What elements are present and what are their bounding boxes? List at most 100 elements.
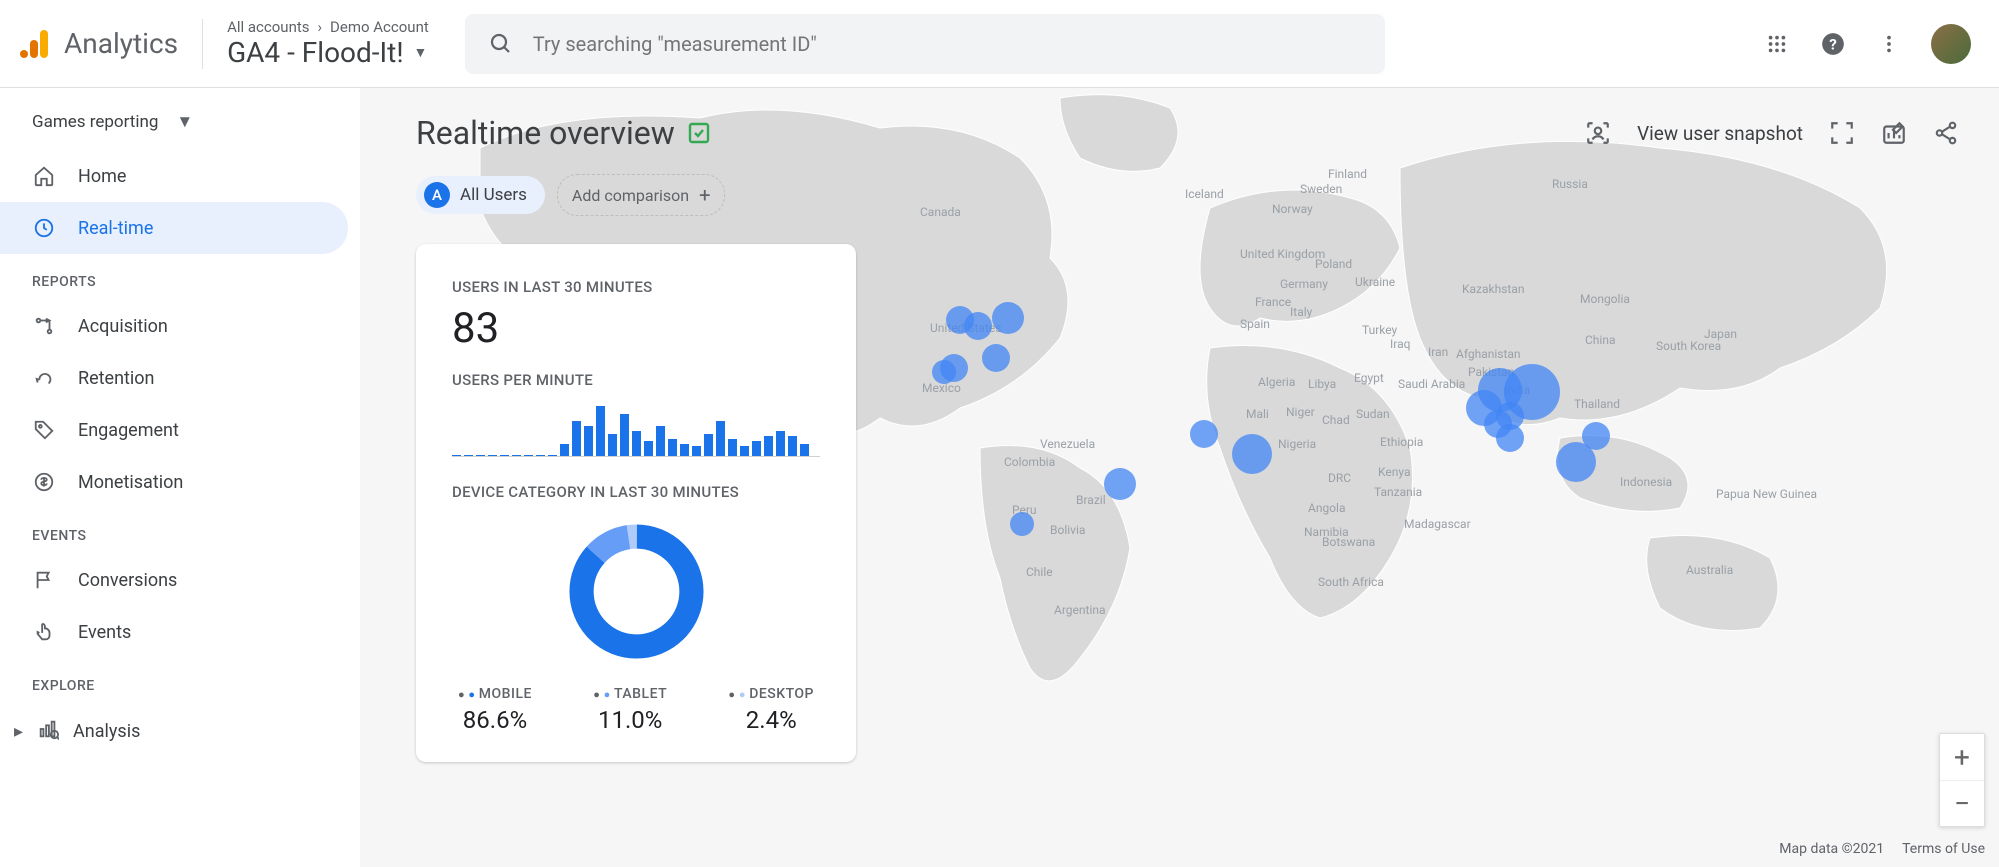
map-attribution: Map data ©2021 Terms of Use [1779, 841, 1985, 857]
svg-text:Afghanistan: Afghanistan [1456, 347, 1521, 361]
users-per-minute-chart [452, 403, 820, 457]
help-icon[interactable]: ? [1819, 30, 1847, 58]
property-selector[interactable]: All accounts › Demo Account GA4 - Flood-… [227, 18, 429, 69]
breadcrumb-root: All accounts [227, 18, 309, 36]
user-location-dot[interactable] [1010, 512, 1034, 536]
svg-text:Turkey: Turkey [1362, 323, 1398, 337]
sidebar-item-engagement[interactable]: Engagement [0, 404, 348, 456]
user-location-dot[interactable] [1232, 434, 1272, 474]
user-location-dot[interactable] [1190, 420, 1218, 448]
svg-text:Finland: Finland [1328, 167, 1367, 181]
sidebar-item-label: Engagement [78, 420, 179, 441]
bar [560, 444, 569, 457]
chip-label: All Users [460, 185, 527, 205]
report-selector-label: Games reporting [32, 112, 158, 132]
add-comparison-button[interactable]: Add comparison + [557, 174, 726, 216]
search-input[interactable] [533, 32, 1361, 56]
svg-text:South Korea: South Korea [1656, 339, 1721, 353]
user-location-dot[interactable] [1556, 442, 1596, 482]
report-selector[interactable]: Games reporting ▼ [0, 112, 360, 150]
sidebar-item-monetisation[interactable]: Monetisation [0, 456, 348, 508]
svg-text:Madagascar: Madagascar [1404, 517, 1471, 531]
logo-block[interactable]: Analytics [20, 27, 178, 60]
page-actions: View user snapshot [1585, 120, 1959, 146]
svg-text:Spain: Spain [1240, 317, 1270, 331]
main-content: IcelandNorwaySwedenFinlandUnited Kingdom… [360, 88, 1999, 867]
svg-text:South Africa: South Africa [1318, 575, 1384, 589]
svg-text:Saudi Arabia: Saudi Arabia [1398, 377, 1465, 391]
sidebar-item-label: Real-time [78, 218, 153, 239]
svg-text:Indonesia: Indonesia [1620, 475, 1672, 489]
sidebar-item-events[interactable]: Events [0, 606, 348, 658]
view-snapshot-link[interactable]: View user snapshot [1637, 122, 1803, 145]
property-name: GA4 - Flood-It! ▼ [227, 36, 429, 69]
svg-text:Venezuela: Venezuela [1040, 437, 1095, 451]
more-icon[interactable] [1875, 30, 1903, 58]
bar [584, 426, 593, 456]
chip-all-users[interactable]: A All Users [416, 176, 545, 214]
device-name: ● MOBILE [458, 686, 532, 702]
user-location-dot[interactable] [982, 344, 1010, 372]
svg-text:Brazil: Brazil [1076, 493, 1106, 507]
sidebar: Games reporting ▼ Home Real-time REPORTS… [0, 88, 360, 867]
attribution-text: Map data ©2021 [1779, 841, 1884, 857]
svg-text:United Kingdom: United Kingdom [1240, 247, 1325, 261]
svg-text:Chile: Chile [1026, 565, 1053, 579]
zoom-out-button[interactable]: − [1940, 780, 1984, 826]
svg-text:Thailand: Thailand [1574, 397, 1620, 411]
svg-text:Sweden: Sweden [1300, 182, 1342, 196]
caret-down-icon: ▼ [176, 112, 193, 132]
user-location-dot[interactable] [1104, 468, 1136, 500]
sidebar-item-conversions[interactable]: Conversions [0, 554, 348, 606]
sidebar-item-home[interactable]: Home [0, 150, 348, 202]
touch-icon [32, 620, 56, 644]
sidebar-item-acquisition[interactable]: Acquisition [0, 300, 348, 352]
avatar[interactable] [1931, 24, 1971, 64]
user-location-dot[interactable] [992, 302, 1024, 334]
user-location-dot[interactable] [1496, 424, 1524, 452]
bar [512, 455, 521, 456]
terms-link[interactable]: Terms of Use [1902, 841, 1985, 857]
bar [476, 455, 485, 456]
bar [704, 434, 713, 457]
zoom-in-button[interactable]: + [1940, 734, 1984, 780]
section-reports: REPORTS [0, 254, 360, 300]
sidebar-item-label: Retention [78, 368, 154, 389]
device-value: 11.0% [593, 706, 667, 734]
sidebar-item-label: Conversions [78, 570, 177, 591]
svg-text:Russia: Russia [1552, 177, 1588, 191]
user-snapshot-icon[interactable] [1585, 120, 1611, 146]
search-bar[interactable] [465, 14, 1385, 74]
sidebar-item-label: Analysis [73, 721, 140, 742]
bar [620, 414, 629, 457]
bar [452, 455, 461, 456]
svg-text:Germany: Germany [1280, 277, 1328, 291]
bar [764, 436, 773, 456]
svg-text:Kazakhstan: Kazakhstan [1462, 282, 1525, 296]
sidebar-item-analysis[interactable]: ▸ Analysis [0, 704, 360, 759]
user-location-dot[interactable] [964, 312, 992, 340]
svg-text:Norway: Norway [1272, 202, 1313, 216]
apps-icon[interactable] [1763, 30, 1791, 58]
svg-text:Argentina: Argentina [1054, 603, 1106, 617]
customize-icon[interactable] [1881, 120, 1907, 146]
svg-text:China: China [1585, 333, 1616, 347]
sidebar-item-retention[interactable]: Retention [0, 352, 348, 404]
users-label: USERS IN LAST 30 MINUTES [452, 278, 820, 296]
bar [488, 455, 497, 456]
chevron-right-icon: › [318, 18, 323, 36]
retention-icon [32, 366, 56, 390]
user-location-dot[interactable] [932, 360, 956, 384]
svg-text:Tanzania: Tanzania [1374, 485, 1422, 499]
breadcrumb-account: Demo Account [330, 18, 429, 36]
svg-text:France: France [1255, 295, 1291, 309]
device-breakdown: ● MOBILE86.6%● TABLET11.0%● DESKTOP2.4% [452, 686, 820, 734]
share-icon[interactable] [1933, 120, 1959, 146]
per-minute-label: USERS PER MINUTE [452, 371, 820, 389]
sidebar-item-realtime[interactable]: Real-time [0, 202, 348, 254]
fullscreen-icon[interactable] [1829, 120, 1855, 146]
bar [668, 439, 677, 457]
logo-text: Analytics [64, 27, 178, 60]
breadcrumb: All accounts › Demo Account [227, 18, 429, 36]
section-explore: EXPLORE [0, 658, 360, 704]
